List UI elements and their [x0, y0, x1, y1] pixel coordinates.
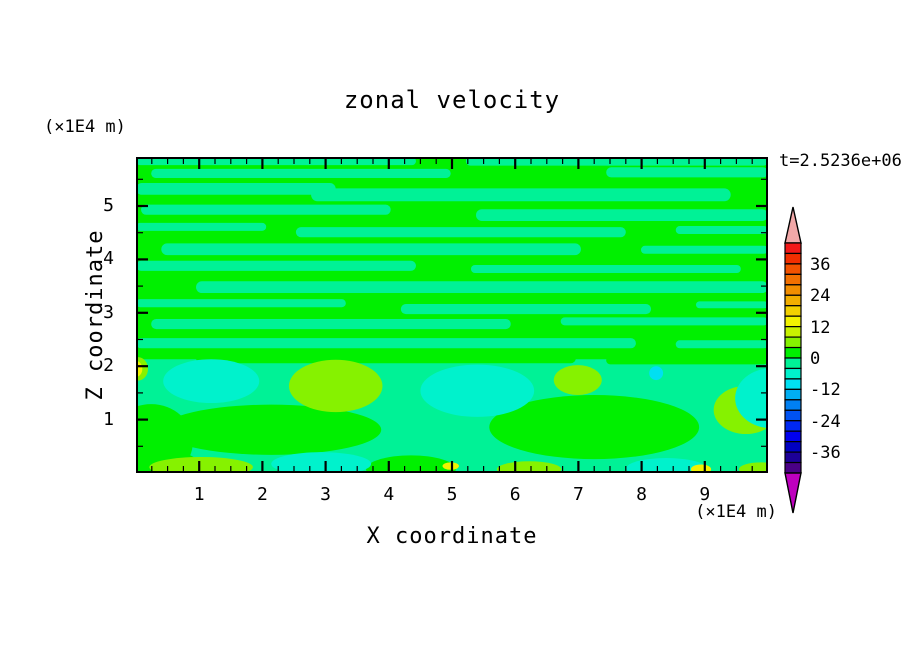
colorbar-segment — [784, 409, 802, 422]
y-tick-label: 5 — [103, 195, 114, 216]
colorbar-segment — [784, 461, 802, 474]
contour-blob — [288, 359, 383, 413]
y-tick-label: 2 — [103, 355, 114, 377]
colorbar-segment — [784, 336, 802, 349]
contour-streak — [606, 167, 768, 178]
x-axis-title: X coordinate — [366, 524, 538, 549]
colorbar-segment — [784, 420, 802, 432]
contour-streak — [640, 245, 768, 254]
colorbar-segment — [784, 263, 802, 275]
contour-blob — [161, 404, 382, 455]
contour-streak — [136, 338, 636, 349]
contour-blob — [442, 462, 459, 470]
contour-streak — [136, 157, 416, 166]
x-tick-label: 1 — [193, 484, 205, 505]
contour-streak — [311, 188, 731, 202]
x-tick-label: 9 — [699, 484, 711, 505]
colorbar-tick-label: 24 — [810, 286, 831, 307]
contour-streak — [151, 318, 511, 330]
contour-blob — [649, 366, 664, 381]
colorbar-tick-label: 12 — [810, 317, 831, 338]
contour-blob — [553, 365, 602, 396]
contour-streak — [196, 281, 768, 294]
contour-streak — [560, 317, 768, 326]
contour-streak — [470, 265, 741, 274]
colorbar-segment — [784, 388, 802, 401]
contour-blob — [496, 461, 562, 473]
y-tick-label: 4 — [103, 248, 114, 270]
colorbar-segment — [784, 378, 802, 390]
contour-blob — [690, 464, 712, 473]
colorbar — [784, 206, 802, 514]
x-tick-label: 4 — [383, 484, 395, 505]
contour-streak — [295, 227, 626, 238]
contour-streak — [136, 299, 346, 308]
contour-blob — [626, 458, 707, 473]
colorbar-segment — [784, 305, 802, 317]
colorbar-over-arrow — [784, 206, 802, 244]
contour-streak — [136, 260, 416, 271]
contour-streak — [606, 356, 768, 365]
x-tick-label: 5 — [446, 484, 458, 505]
contour-blob — [420, 364, 535, 417]
x-tick-label: 6 — [509, 484, 521, 505]
x-axis-unit-label: (×1E4 m) — [695, 502, 777, 522]
x-tick-label: 2 — [256, 484, 268, 505]
contour-blob — [489, 395, 700, 460]
colorbar-segment — [784, 367, 802, 380]
y-tick-label: 3 — [103, 301, 114, 323]
colorbar-tick-label: 36 — [810, 254, 831, 275]
y-axis-unit-label: (×1E4 m) — [44, 117, 126, 137]
contour-streak — [161, 243, 581, 256]
colorbar-tick-label: -12 — [810, 380, 841, 401]
y-tick-label: 1 — [103, 408, 114, 430]
colorbar-segment — [784, 326, 802, 338]
contour-blob — [735, 368, 768, 429]
x-tick-label: 7 — [572, 484, 584, 505]
colorbar-tick-label: -24 — [810, 411, 841, 432]
contour-streak — [196, 353, 576, 364]
contour-streak — [675, 226, 768, 235]
contour-streak — [465, 157, 768, 166]
colorbar-under-arrow — [784, 472, 802, 514]
contour-streak — [141, 204, 391, 215]
plot-title: zonal velocity — [343, 86, 561, 114]
colorbar-tick-label: 0 — [810, 349, 821, 369]
contour-blob — [136, 404, 193, 473]
colorbar-segment — [784, 284, 802, 296]
contour-streak — [151, 168, 451, 178]
contour-streak — [400, 303, 652, 315]
colorbar-segment — [784, 252, 802, 265]
contour-streak — [136, 183, 336, 195]
contour-streak — [695, 301, 768, 309]
colorbar-segment — [784, 294, 802, 307]
contour-streak — [675, 340, 768, 349]
colorbar-segment — [784, 315, 802, 328]
colorbar-tick-label: -36 — [810, 443, 841, 464]
colorbar-segment — [784, 242, 802, 255]
colorbar-segment — [784, 399, 802, 411]
x-tick-label: 8 — [636, 484, 648, 505]
contour-plot-area — [136, 157, 768, 473]
time-annotation: t=2.5236e+06 — [779, 151, 902, 171]
colorbar-segment — [784, 346, 802, 359]
colorbar-segment — [784, 357, 802, 370]
colorbar-segment — [784, 441, 802, 453]
contour-streak — [476, 209, 768, 221]
contour-blob — [271, 452, 372, 473]
contour-blob — [163, 359, 260, 404]
contour-blob — [738, 462, 768, 473]
contour-streak — [136, 222, 267, 231]
x-tick-label: 3 — [320, 484, 332, 505]
plot-border — [136, 157, 768, 473]
colorbar-segment — [784, 451, 802, 464]
colorbar-segment — [784, 430, 802, 443]
axis-ticks — [138, 159, 766, 471]
contour-blob — [149, 456, 253, 473]
colorbar-segment — [784, 273, 802, 286]
